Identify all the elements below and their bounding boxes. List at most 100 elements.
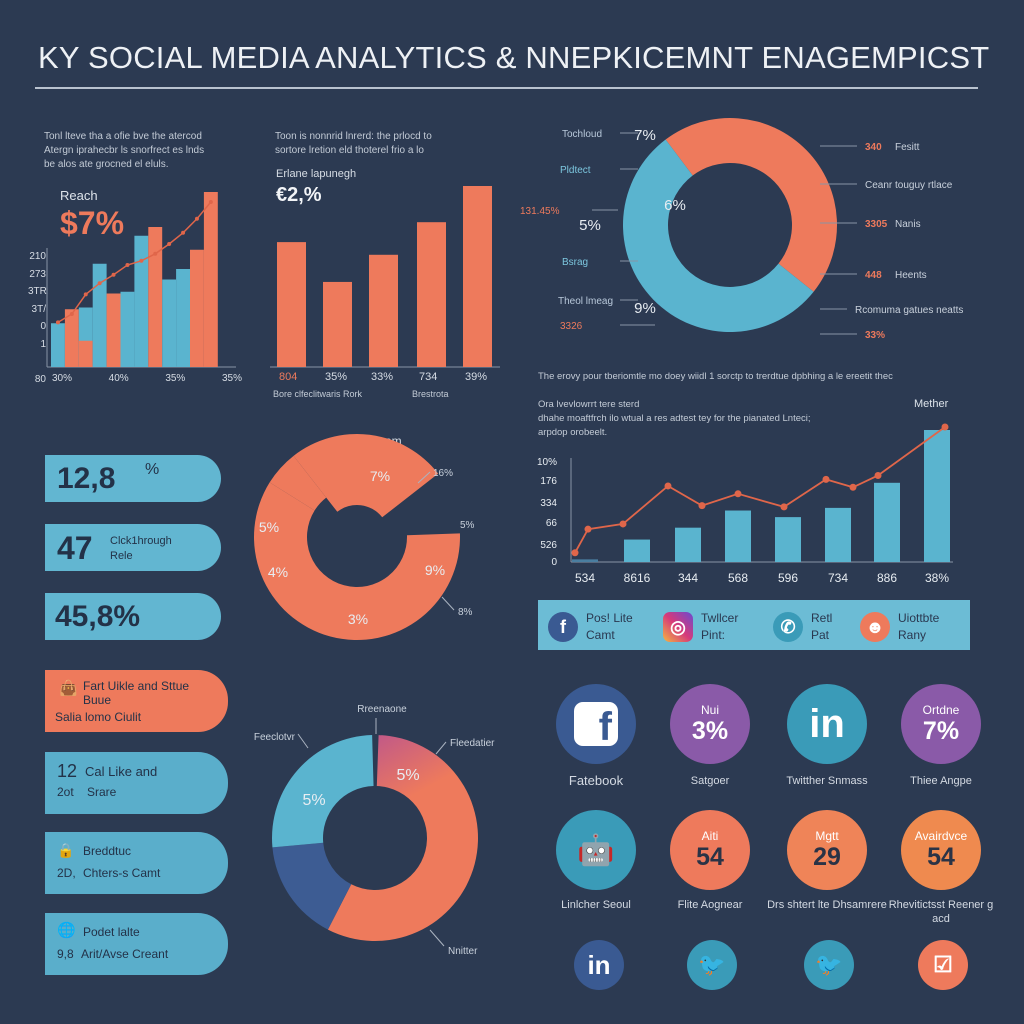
bar xyxy=(417,222,446,367)
card-number: 9,8 xyxy=(57,947,74,961)
slice-label: 7% xyxy=(634,127,656,144)
platform-label-line: Pint: xyxy=(701,628,726,642)
chart-legend: Mether xyxy=(914,398,949,410)
circle-label: Fatebook xyxy=(568,773,624,788)
card-line: Fart Uikle and Sttue xyxy=(83,679,190,693)
panel2-label: Erlane lapunegh xyxy=(276,168,357,180)
trend-point xyxy=(167,242,172,246)
trend-line xyxy=(57,201,212,324)
circle-label: Thiee Angpe xyxy=(910,775,972,787)
twitter-icon[interactable]: 🐦 xyxy=(687,940,737,990)
bar xyxy=(725,510,751,562)
bar xyxy=(51,323,65,367)
bar xyxy=(148,227,163,367)
card-text: Fart Uikle and Sttue Buue xyxy=(83,679,189,707)
x-tick: 33% xyxy=(371,371,394,383)
platform-label: Uiottbte Rany xyxy=(898,610,939,644)
card-line: Breddtuc xyxy=(83,844,132,858)
card-line: Chters-s Camt xyxy=(83,866,161,880)
bar xyxy=(825,507,851,562)
circle-value: 54 xyxy=(927,842,955,871)
circle-label: Linlcher Seoul xyxy=(561,899,631,911)
circle-label: Satgoer xyxy=(690,775,730,787)
circle-caption: Ortdne xyxy=(922,702,960,717)
trend-point xyxy=(97,281,102,286)
platform-label-line: Pos! Lite xyxy=(586,611,633,625)
circle-caption: Aiti xyxy=(701,828,719,843)
donut-slice xyxy=(293,434,439,518)
donut-slice xyxy=(254,482,460,640)
callout-label: 131.45% xyxy=(520,206,560,217)
x-tick: 30% xyxy=(52,373,73,384)
platform-circle: Mgtt 29 xyxy=(787,810,867,890)
chart2-bars xyxy=(270,186,500,368)
x-tick: 734 xyxy=(419,371,438,383)
metric-card: 👜 Fart Uikle and Sttue Buue Salia lomo Ci… xyxy=(45,670,228,732)
callout-line xyxy=(429,929,445,947)
y-tick: 273 xyxy=(29,268,46,280)
slice-label: 6% xyxy=(664,197,686,214)
panel2-value: €2,% xyxy=(276,184,322,206)
slice-label: 5% xyxy=(579,217,601,234)
platform-item[interactable]: ✆ Retl Pat xyxy=(773,610,832,644)
stat-label-line: Rele xyxy=(110,550,133,562)
platform-circle: in xyxy=(787,684,867,764)
slice-label: 9% xyxy=(425,562,445,578)
x-tick: 35% xyxy=(221,373,242,384)
platform-item[interactable]: ◎ Twllcer Pint: xyxy=(663,610,738,644)
platform-label-line: Pat xyxy=(811,628,830,642)
twitter-icon[interactable]: 🐦 xyxy=(804,940,854,990)
panel1-description: Tonl lteve tha a ofie bve the atercod At… xyxy=(44,130,244,172)
platform-circle: f xyxy=(556,684,636,764)
outer-label: Nnitter xyxy=(448,946,478,957)
trend-point xyxy=(874,471,882,479)
bar xyxy=(323,281,352,367)
platform-label: Pos! Lite Camt xyxy=(586,610,633,644)
platform-item[interactable]: ☻ Uiottbte Rany xyxy=(860,610,939,644)
platform-label: Retl Pat xyxy=(811,610,832,644)
bar xyxy=(277,242,306,367)
circle-value: 54 xyxy=(696,842,724,871)
desc-line: Tonl lteve tha a ofie bve the atercod xyxy=(44,131,202,142)
linkedin-icon: in xyxy=(809,701,845,746)
desc-line: sortore lretion eld thoterel frio a lo xyxy=(275,145,424,156)
bar xyxy=(203,192,218,367)
trend-point xyxy=(208,200,213,204)
platform-share-donut-chart: 5% 5% Rreenaone Feeclotvr Fleedatier Nnitter xyxy=(254,704,495,957)
platform-circle: Nui 3% xyxy=(670,684,750,764)
trend-point xyxy=(584,525,592,533)
stat-label-line: Clck1hrough xyxy=(110,535,172,547)
outer-label: 16% xyxy=(433,468,453,479)
outer-label: Rreenaone xyxy=(357,704,407,715)
callout-label: Fesitt xyxy=(895,142,920,153)
trend-point xyxy=(780,503,788,511)
bag-icon: 👜 xyxy=(59,680,78,697)
stat-value: 12,8 xyxy=(57,462,116,495)
trend-point xyxy=(153,251,158,256)
card-number: 12 xyxy=(57,761,78,781)
chart2-footer-right: Brestrota xyxy=(412,389,449,399)
desc-line: Toon is nonnrid lnrerd: the prlocd to xyxy=(275,131,432,142)
x-tick: 344 xyxy=(678,571,698,585)
title-divider xyxy=(35,87,978,89)
bar xyxy=(106,293,121,367)
checkbox-icon[interactable]: ☑ xyxy=(918,940,968,990)
bar xyxy=(162,279,177,367)
card-line: Srare xyxy=(87,785,117,799)
card-line: Buue xyxy=(83,693,112,707)
platform-item[interactable]: f Pos! Lite Camt xyxy=(548,610,633,644)
facebook-icon: f xyxy=(548,612,578,642)
donut-slice xyxy=(327,735,478,941)
stat-suffix: % xyxy=(145,461,160,478)
stat-value: 47 xyxy=(57,530,93,566)
page-title: KY SOCIAL MEDIA ANALYTICS & NNEPKICEMNT … xyxy=(38,40,990,75)
platform-circle: Ortdne 7% xyxy=(901,684,981,764)
circle-value: 7% xyxy=(922,716,960,745)
callout-number: 448 xyxy=(865,270,882,281)
trend-point xyxy=(941,423,949,431)
circle-value: 29 xyxy=(813,842,841,871)
callout-label: Ceanr touguy rtlace xyxy=(865,180,953,191)
slice-label: 9% xyxy=(634,300,656,317)
outer-label: 5% xyxy=(460,520,475,531)
linkedin-icon[interactable]: in xyxy=(574,940,624,990)
